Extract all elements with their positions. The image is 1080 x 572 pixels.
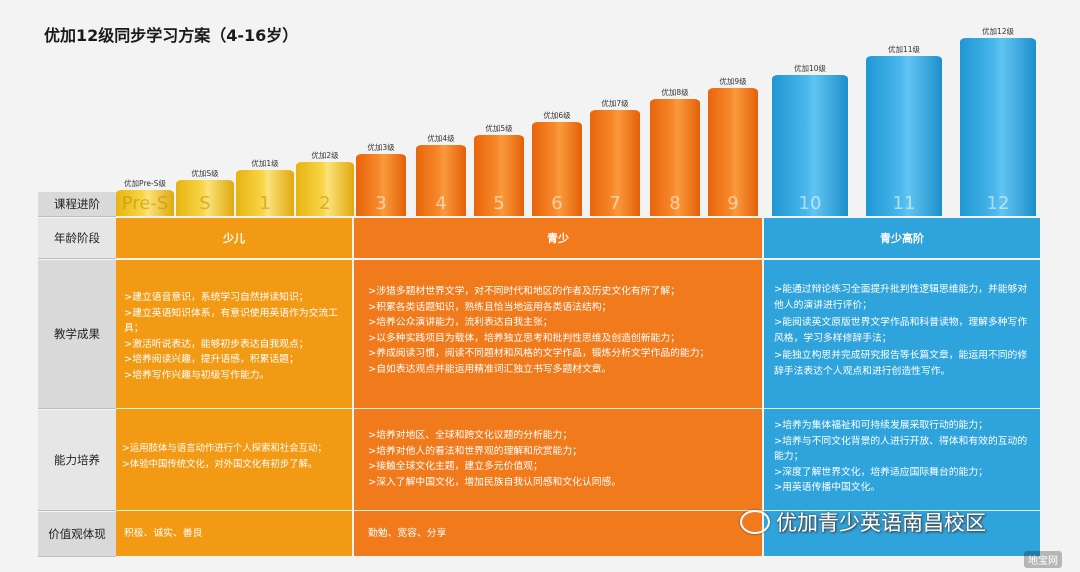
level-bar xyxy=(772,75,848,216)
results-senior-item: >能阅读英文原版世界文学作品和科普读物，理解多种写作风格，学习多样修辞手法； xyxy=(774,316,1028,345)
corner-mark: 地宝网 xyxy=(1024,551,1062,568)
results-senior-item: >能独立构思并完成研究报告等长篇文章，能运用不同的修辞手法表达个人观点和进行创造… xyxy=(774,349,1028,378)
level-number: 11 xyxy=(892,193,916,214)
results-child-item: >建立语音意识，系统学习自然拼读知识； xyxy=(124,292,309,303)
group-header-child: 少儿 xyxy=(116,218,352,258)
level-number: 3 xyxy=(375,193,387,214)
level-bar-label: 优加3级 xyxy=(367,143,395,152)
level-bar-label: 优加S级 xyxy=(191,169,219,178)
results-child-item: >培养写作兴趣与初级写作能力。 xyxy=(124,369,270,381)
ability-child-item: >运用肢体与语言动作进行个人探索和社会互动； xyxy=(122,443,327,454)
level-bar xyxy=(356,154,406,216)
level-number: 12 xyxy=(986,193,1010,214)
results-senior: >能通过辩论练习全面提升批判性逻辑思维能力，并能够对他人的演讲进行评价； >能阅… xyxy=(774,282,1032,380)
level-number: 10 xyxy=(798,193,822,214)
wechat-icon xyxy=(740,510,770,534)
level-number: 8 xyxy=(669,193,681,214)
level-number: S xyxy=(199,193,211,214)
ability-senior-item: >用英语传播中国文化。 xyxy=(774,482,881,494)
level-bar xyxy=(532,122,582,216)
results-child-item: >培养阅读兴趣，提升语感，积累话题； xyxy=(124,354,299,366)
level-number: 4 xyxy=(435,193,447,214)
level-number: 1 xyxy=(259,193,271,214)
row-label-values: 价值观体现 xyxy=(38,512,116,557)
level-bar xyxy=(176,180,234,216)
results-senior-item: >能通过辩论练习全面提升批判性逻辑思维能力，并能够对他人的演讲进行评价； xyxy=(774,284,1028,312)
watermark-text: 优加青少英语南昌校区 xyxy=(776,511,986,535)
level-bar-label: 优加5级 xyxy=(485,124,513,133)
results-teen-item: >积累各类话题知识，熟练且恰当地运用各类语法结构； xyxy=(368,301,612,313)
ability-senior-item: >深度了解世界文化，培养适应国际舞台的能力； xyxy=(774,466,988,478)
level-bar xyxy=(296,162,354,216)
level-bar-label: 优加11级 xyxy=(887,45,921,54)
row-label-ability: 能力培养 xyxy=(38,410,116,511)
level-bar xyxy=(236,170,294,216)
results-teen-item: >培养公众演讲能力，流利表达自我主张； xyxy=(368,317,553,329)
ability-teen: >培养对地区、全球和跨文化议题的分析能力； >培养对他人的看法和世界观的理解和欣… xyxy=(368,428,760,490)
level-bar-label: 优加6级 xyxy=(543,111,571,120)
level-bar-label: 优加10级 xyxy=(793,64,827,73)
ability-senior-item: >培养为集体福祉和可持续发展采取行动的能力； xyxy=(774,420,988,431)
level-bar-label: 优加12级 xyxy=(981,27,1015,36)
level-bar xyxy=(866,56,942,216)
level-bar-label: 优加1级 xyxy=(251,159,279,168)
group-header-senior: 青少高阶 xyxy=(764,218,1040,258)
level-bar xyxy=(116,190,174,216)
row-label-results: 教学成果 xyxy=(38,260,116,409)
ability-child: >运用肢体与语言动作进行个人探索和社会互动； >体验中国传统文化，对外国文化有初… xyxy=(122,441,352,472)
level-number: 6 xyxy=(551,193,563,214)
level-bar-label: 优加Pre-S级 xyxy=(124,179,166,188)
ability-senior: >培养为集体福祉和可持续发展采取行动的能力； >培养与不同文化背景的人进行开放、… xyxy=(774,418,1032,496)
level-number: 9 xyxy=(727,193,739,214)
level-bar xyxy=(590,110,640,216)
results-teen: >涉猎多题材世界文学，对不同时代和地区的作者及历史文化有所了解； >积累各类话题… xyxy=(368,284,760,378)
values-child: 积极、诚实、善良 xyxy=(124,528,203,539)
results-teen-item: >涉猎多题材世界文学，对不同时代和地区的作者及历史文化有所了解； xyxy=(368,286,680,297)
ability-teen-item: >深入了解中国文化，增加民族自我认同感和文化认同感。 xyxy=(368,476,622,488)
group-header-teen: 青少 xyxy=(354,218,762,258)
level-bar xyxy=(960,38,1036,216)
level-bar xyxy=(416,145,466,216)
ability-teen-item: >接触全球文化主题，建立多元价值观； xyxy=(368,461,543,473)
level-bar xyxy=(650,99,700,216)
level-bar xyxy=(708,88,758,216)
level-bar-label: 优加2级 xyxy=(311,151,339,160)
ability-senior-item: >培养与不同文化背景的人进行开放、得体和有效的互动的能力； xyxy=(774,435,1028,463)
results-teen-item: >以多种实践项目为载体，培养独立思考和批判性思维及创造创新能力； xyxy=(368,332,680,344)
level-bar-label: 优加4级 xyxy=(427,134,455,143)
results-child-item: >激活听说表达，能够初步表达自我观点； xyxy=(124,338,309,350)
watermark: 优加青少英语南昌校区 xyxy=(740,507,986,537)
page-title: 优加12级同步学习方案（4-16岁） xyxy=(44,26,299,45)
results-teen-item: >养成阅读习惯，阅读不同题材和风格的文学作品，锻炼分析文学作品的能力； xyxy=(368,348,710,360)
level-number: 2 xyxy=(319,193,331,214)
row-label-age: 年龄阶段 xyxy=(38,218,116,259)
results-child-item: >建立英语知识体系，有意识使用英语作为交流工具； xyxy=(124,307,338,335)
level-bar-label: 优加8级 xyxy=(661,88,689,97)
level-bar-label: 优加9级 xyxy=(719,77,747,86)
values-teen: 勤勉、宽容、分享 xyxy=(368,528,447,539)
level-number: 7 xyxy=(609,193,621,214)
row-label-progress: 课程进阶 xyxy=(38,192,116,217)
level-number: Pre-S xyxy=(121,193,169,214)
results-child: >建立语音意识，系统学习自然拼读知识； >建立英语知识体系，有意识使用英语作为交… xyxy=(124,290,346,384)
level-bar xyxy=(474,135,524,216)
ability-teen-item: >培养对他人的看法和世界观的理解和欣赏能力； xyxy=(368,445,582,457)
level-bar-label: 优加7级 xyxy=(601,99,629,108)
ability-child-item: >体验中国传统文化，对外国文化有初步了解。 xyxy=(122,458,318,470)
ability-teen-item: >培养对地区、全球和跨文化议题的分析能力； xyxy=(368,430,573,441)
level-number: 5 xyxy=(493,193,505,214)
results-teen-item: >自如表达观点并能运用精准词汇独立书写多题材文章。 xyxy=(368,363,612,375)
